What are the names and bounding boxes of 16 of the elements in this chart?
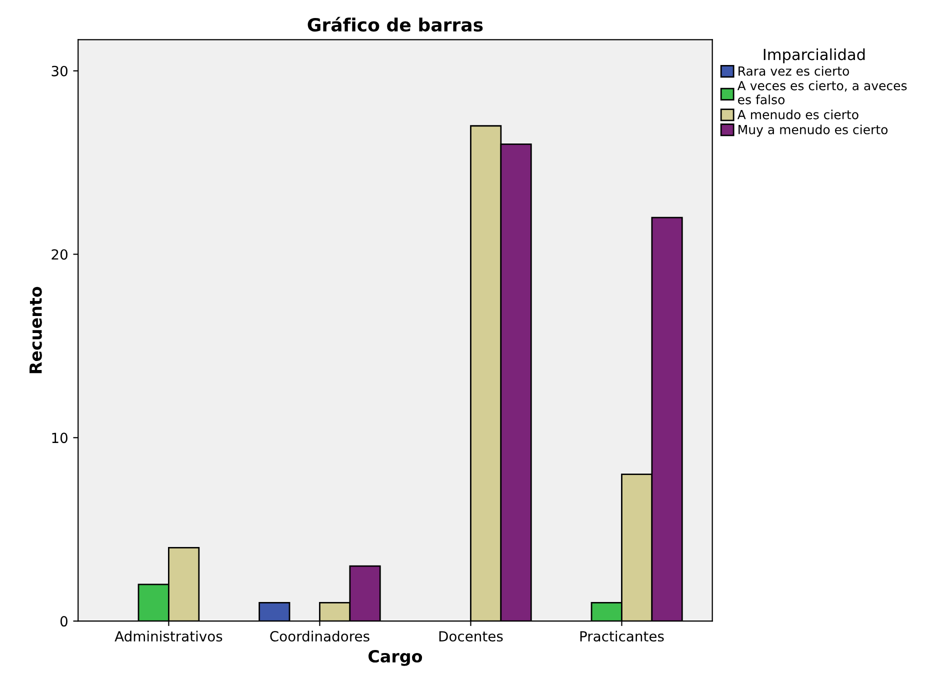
legend-label: Muy a menudo es cierto xyxy=(738,124,888,137)
x-tick-label: Practicantes xyxy=(580,630,664,642)
x-tick-label: Docentes xyxy=(439,631,503,642)
y-tick-label: 10 xyxy=(52,432,68,444)
y-tick-label: 0 xyxy=(60,616,68,627)
legend-label: A menudo es cierto xyxy=(737,110,858,120)
chart-title: Gráfico de barras xyxy=(308,16,483,32)
x-tick-label: Coordinadores xyxy=(270,630,370,642)
legend-title: Imparcialidad xyxy=(764,48,865,64)
x-tick-label: Administrativos xyxy=(114,630,222,642)
y-tick-label: 20 xyxy=(52,249,68,260)
x-axis-title: Cargo xyxy=(368,650,422,666)
y-axis-title: Recuento xyxy=(30,286,42,374)
y-tick-label: 30 xyxy=(52,66,68,76)
legend-label: A veces es cierto, a aveces es falso xyxy=(737,80,907,104)
legend-label: Rara vez es cierto xyxy=(738,66,850,76)
